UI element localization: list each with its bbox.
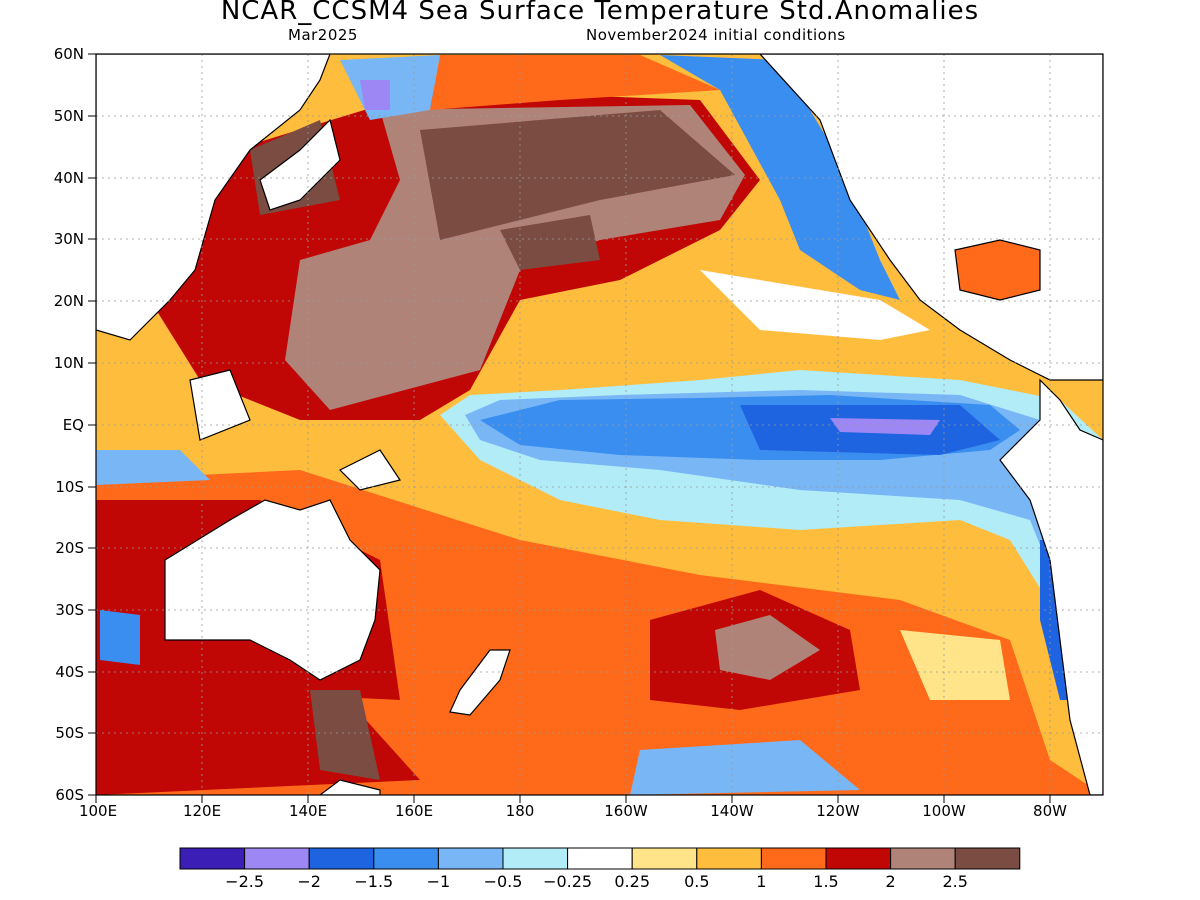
map-title: NCAR_CCSM4 Sea Surface Temperature Std.A… [220,0,980,26]
okhotsk-very-cool [360,80,390,110]
bering-warm [430,55,720,110]
colorbar-label: −2.5 [225,872,265,891]
lon-label: 120E [182,802,222,820]
colorbar-label: −0.25 [543,872,593,891]
lat-label: 20N [53,292,84,310]
colorbar-label: −0.5 [483,872,523,891]
colorbar-swatch [308,847,375,870]
colorbar-swatch [437,847,504,870]
lon-label: 180 [505,802,535,820]
lon-label: 140E [288,802,328,820]
colorbar-swatch [179,847,246,870]
colorbar-label: 1 [756,872,767,891]
lat-label: 50N [53,107,84,125]
lat-label: 10S [55,478,84,496]
lat-label: 30N [53,230,84,248]
lat-label: 20S [55,539,84,557]
lat-label: 60N [53,45,84,63]
colorbar-swatch [373,847,439,870]
colorbar-swatch [502,847,569,870]
colorbar-label: 0.5 [684,872,710,891]
lon-label: 120W [816,802,860,820]
colorbar [179,847,1021,870]
colorbar-label: 1.5 [813,872,839,891]
lat-label: 50S [55,724,84,742]
south-of-australia-strong-warm [310,690,380,780]
lon-label: 160E [394,802,434,820]
colorbar-swatch [954,847,1021,870]
north-pacific-very-strong-warm [420,110,735,240]
lon-label: 80W [1033,802,1067,820]
colorbar-swatch [825,847,892,870]
colorbar-swatch [760,847,827,870]
colorbar-label: −2 [297,872,321,891]
south-pacific-strong-warm [715,615,820,680]
subtropical-neutral [700,270,930,340]
colorbar-label: 0.25 [614,872,650,891]
colorbar-label: 2.5 [942,872,968,891]
coastlines [96,54,1103,795]
colorbar-swatch [890,847,956,870]
indian-ocean-cool-patch [100,610,140,665]
valid-month-label: Mar2025 [288,26,358,44]
subtropical-very-strong-warm [500,215,600,270]
colorbar-label: −1 [426,872,451,891]
lat-label: 40S [55,663,84,681]
colorbar-swatch [696,847,762,870]
colorbar-label: −1.5 [354,872,394,891]
colorbar-swatch [244,847,310,870]
lat-label: EQ [62,416,84,434]
axis-ticks [88,53,1051,803]
init-conditions-label: November2024 initial conditions [586,26,846,44]
lat-label: 10N [53,354,84,372]
south-east-pacific-mild [900,630,1010,700]
colorbar-label: 2 [885,872,896,891]
indonesia-cool-area [96,450,210,485]
cold-tongue-very-strong [830,418,940,435]
lon-label: 100W [922,802,966,820]
lat-label: 30S [55,601,84,619]
lon-label: 160W [604,802,648,820]
lat-label: 40N [53,169,84,187]
lat-label: 60S [55,786,84,804]
colorbar-swatch [631,847,698,870]
lon-label: 140W [710,802,754,820]
lon-label: 100E [78,802,118,820]
colorbar-swatch [567,847,633,870]
south-pacific-cool-patch [630,740,860,795]
